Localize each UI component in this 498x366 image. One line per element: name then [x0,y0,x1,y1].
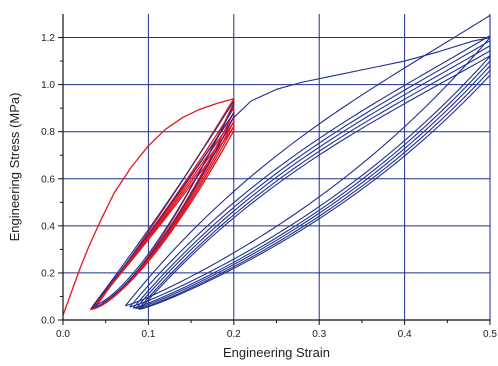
x-tick-label: 0.2 [227,329,241,340]
y-tick-label: 1.0 [41,80,55,91]
series-3-line [233,37,491,118]
x-tick-label: 0.5 [483,329,497,340]
series-2-loop-0 [92,100,235,307]
y-tick-label: 0.8 [41,127,55,138]
grid-layer [63,14,491,320]
series-2-loop-1 [90,112,235,309]
y-tick-label: 0.2 [41,268,55,279]
data-layer [62,14,491,316]
series-4-loop-5 [139,55,491,310]
x-axis-title: Engineering Strain [223,345,330,360]
axis-layer: 0.0 0.1 0.2 0.3 0.4 0.5 0.0 0.2 0.4 0.6 0.8 1.0 1.2 [41,14,497,340]
series-1-loop-5 [89,126,235,311]
series-0-line [62,98,234,316]
y-tick-label: 1.2 [41,33,55,44]
series-4-loop-0 [124,14,491,307]
x-tick-label: 0.4 [398,329,412,340]
x-tick-label: 0.3 [312,329,326,340]
y-tick-label: 0.6 [41,174,55,185]
y-axis-title: Engineering Stress (MPa) [7,93,22,242]
y-tick-label: 0.0 [41,316,55,327]
x-tick-label: 0.1 [141,329,155,340]
x-tick-label: 0.0 [56,329,70,340]
y-tick-label: 0.4 [41,221,55,232]
